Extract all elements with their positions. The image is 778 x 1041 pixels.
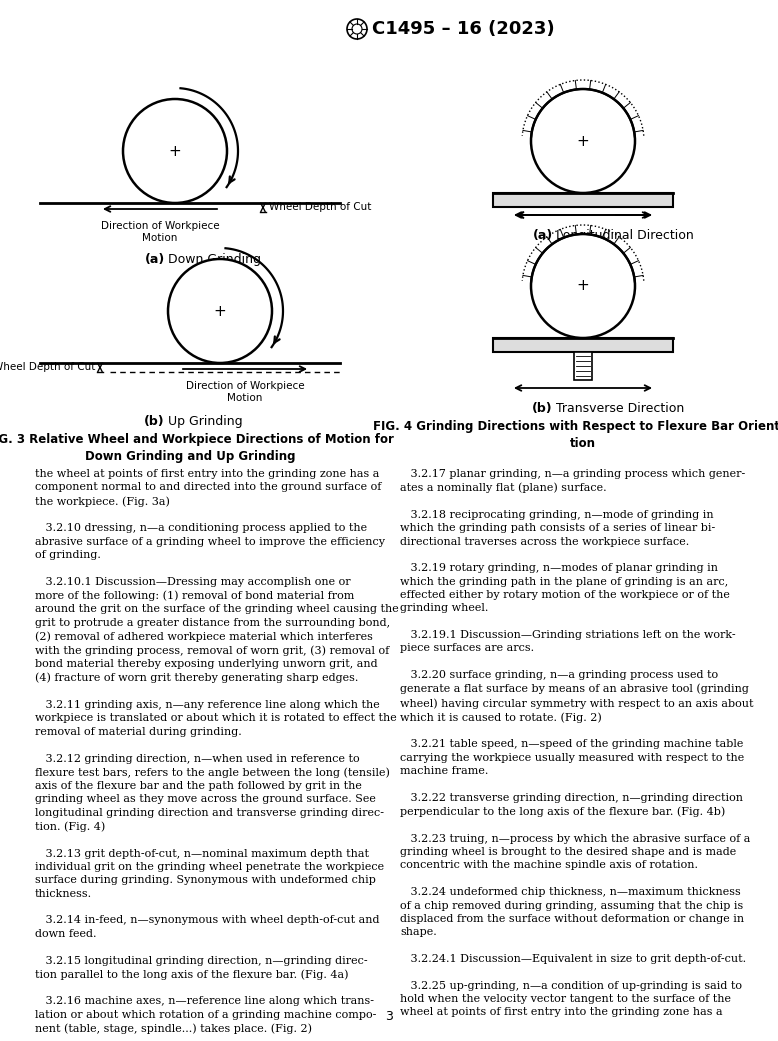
Text: Down Grinding: Down Grinding [168, 253, 261, 266]
Text: the wheel at points of first entry into the grinding zone has a
component normal: the wheel at points of first entry into … [35, 469, 399, 1034]
Text: (b): (b) [532, 402, 553, 415]
Text: FIG. 3 Relative Wheel and Workpiece Directions of Motion for
Down Grinding and U: FIG. 3 Relative Wheel and Workpiece Dire… [0, 433, 394, 463]
Text: C1495 – 16 (2023): C1495 – 16 (2023) [372, 20, 555, 39]
Text: +: + [169, 144, 181, 158]
Text: Longitudinal Direction: Longitudinal Direction [556, 229, 694, 242]
Text: 3.2.17 planar grinding, n—a grinding process which gener-
ates a nominally flat : 3.2.17 planar grinding, n—a grinding pro… [400, 469, 754, 1017]
Bar [574, 352, 592, 380]
Text: +: + [214, 304, 226, 319]
Text: Direction of Workpiece
Motion: Direction of Workpiece Motion [100, 221, 219, 243]
Text: Wheel Depth of Cut: Wheel Depth of Cut [0, 362, 95, 373]
Text: (a): (a) [145, 253, 165, 266]
Circle shape [123, 99, 227, 203]
Text: Wheel Depth of Cut: Wheel Depth of Cut [269, 203, 371, 212]
Text: (a): (a) [533, 229, 553, 242]
Circle shape [531, 88, 635, 193]
Circle shape [531, 234, 635, 338]
Text: Up Grinding: Up Grinding [168, 415, 243, 428]
Text: Direction of Workpiece
Motion: Direction of Workpiece Motion [186, 381, 304, 403]
Bar [493, 193, 673, 207]
Bar [493, 338, 673, 352]
Circle shape [168, 259, 272, 363]
Text: +: + [576, 133, 590, 149]
Text: Transverse Direction: Transverse Direction [556, 402, 684, 415]
Text: (b): (b) [145, 415, 165, 428]
Text: +: + [576, 279, 590, 294]
Text: 3: 3 [385, 1010, 393, 1023]
Text: FIG. 4 Grinding Directions with Respect to Flexure Bar Orienta-
tion: FIG. 4 Grinding Directions with Respect … [373, 420, 778, 450]
